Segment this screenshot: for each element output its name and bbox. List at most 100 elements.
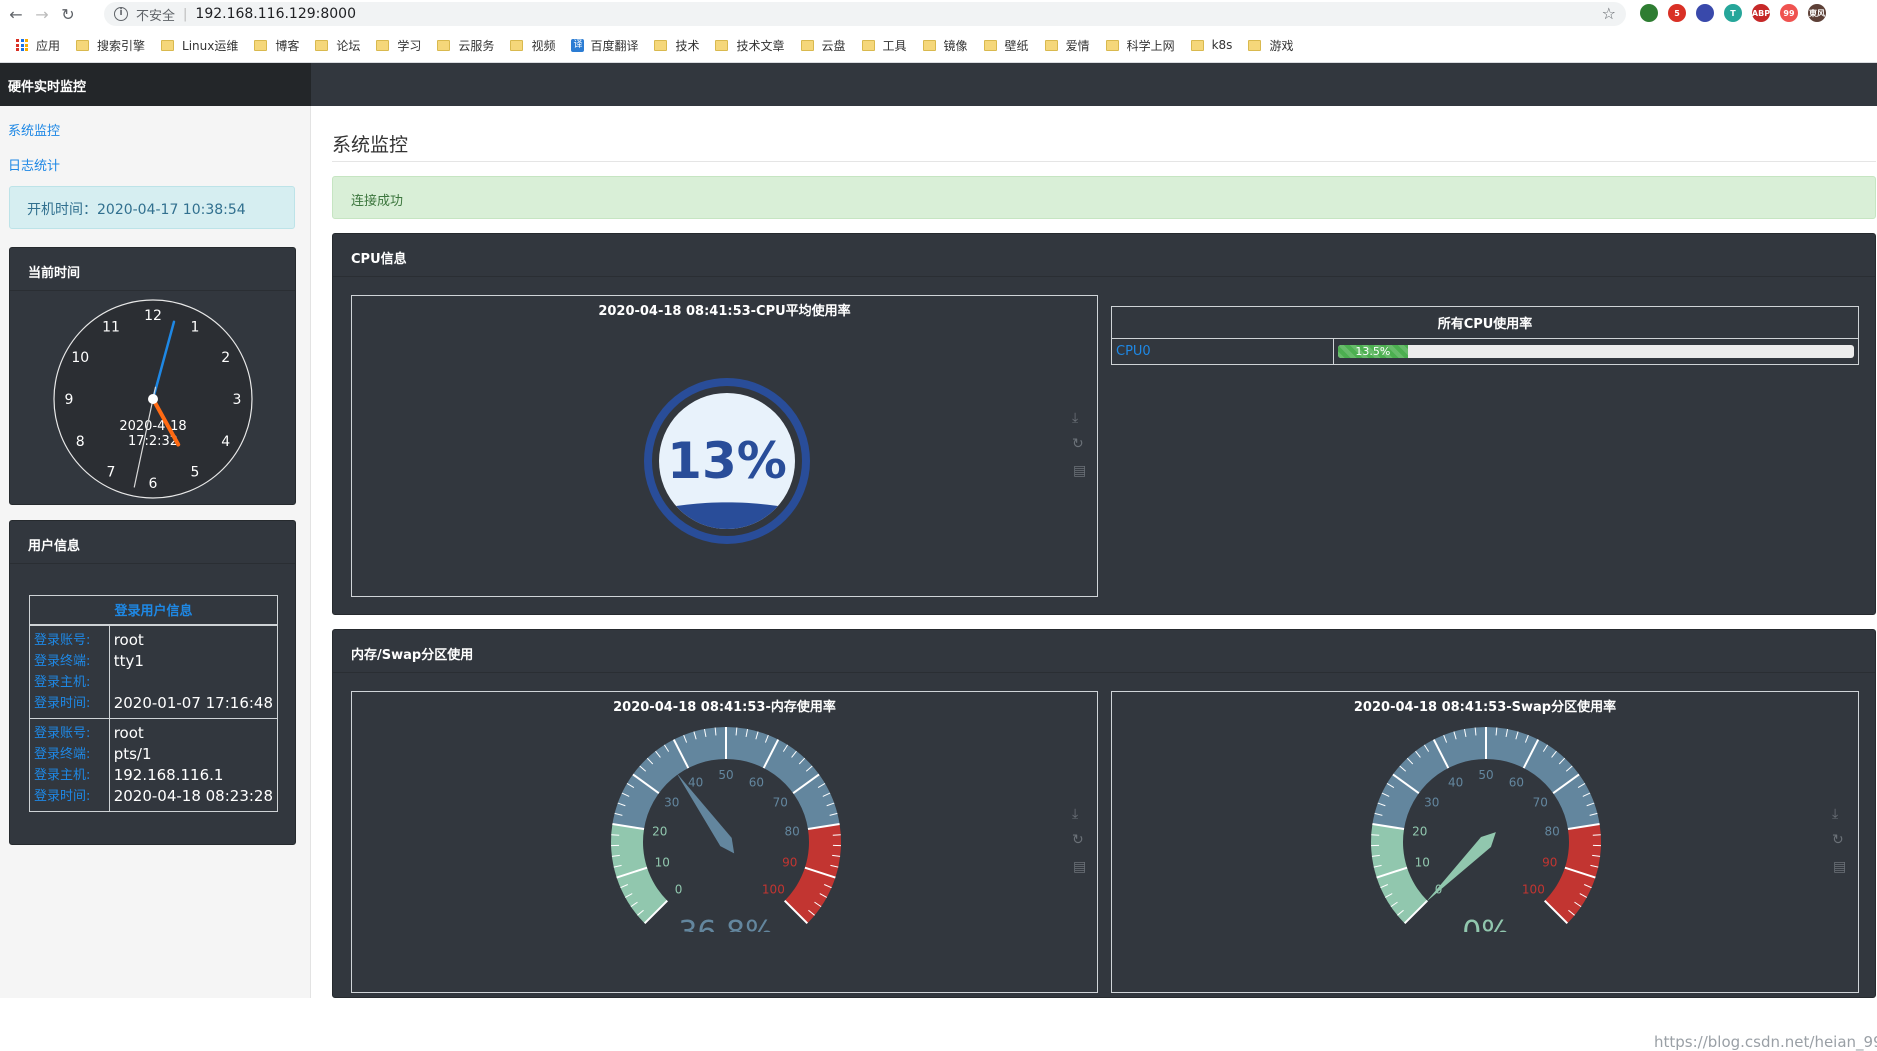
profile-avatar-icon[interactable]: 東风 — [1808, 4, 1826, 22]
bookmark-item[interactable]: 云服务 — [429, 33, 502, 57]
user-key-label: 登录时间: — [34, 693, 105, 714]
adblock-ext-icon[interactable]: ABP — [1752, 4, 1770, 22]
bookmarks-bar: 应用 搜索引擎 Linux运维博客论坛 学习云服务视频译百度翻译技术技术文章云盘 工具镜… — [0, 28, 1877, 63]
bookmark-item[interactable]: 学习 — [368, 33, 429, 57]
bookmark-item[interactable]: 壁纸 — [976, 33, 1037, 57]
bookmark-item[interactable]: 应用 — [8, 33, 68, 57]
clock-number: 11 — [102, 319, 120, 335]
clock-number: 8 — [76, 434, 85, 450]
swap-gauge-tick-label: 100 — [1522, 882, 1545, 896]
data-view-icon[interactable]: ▤ — [1073, 859, 1086, 875]
bookmark-item[interactable]: 工具 — [854, 33, 915, 57]
bookmark-item[interactable]: 镜像 — [915, 33, 976, 57]
clock-number: 7 — [107, 465, 116, 481]
download-icon[interactable]: ⤓ — [1072, 806, 1078, 822]
bookmark-item[interactable]: 视频 — [502, 33, 563, 57]
memory-gauge-tick-label: 100 — [762, 882, 785, 896]
user-key-label: 登录主机: — [34, 765, 105, 786]
bookmark-label: 搜索引擎 — [97, 37, 145, 54]
clock-number: 9 — [65, 392, 74, 408]
cpu-core-name[interactable]: CPU0 — [1112, 339, 1334, 365]
folder-icon — [1106, 40, 1119, 51]
folder-icon — [315, 40, 328, 51]
address-separator: | — [183, 7, 187, 22]
bookmark-label: 工具 — [883, 37, 907, 54]
chrome-ext-icon[interactable] — [1640, 4, 1658, 22]
address-bar[interactable]: i 不安全 | 192.168.116.129:8000 ☆ — [104, 2, 1626, 26]
bookmark-item[interactable]: 游戏 — [1240, 33, 1301, 57]
nav-system-monitor[interactable]: 系统监控 — [0, 114, 310, 149]
refresh-icon[interactable]: ↻ — [1072, 436, 1084, 452]
user-keys-cell: 登录账号:登录终端:登录主机:登录时间: — [30, 625, 110, 719]
memory-gauge-tick-label: 40 — [688, 775, 703, 789]
info-icon[interactable]: i — [114, 7, 128, 21]
swap-gauge-tick-label: 30 — [1424, 796, 1439, 810]
cpu-avg-chart-title: 2020-04-18 08:41:53-CPU平均使用率 — [352, 300, 1097, 319]
user-time-value: 2020-04-18 08:23:28 — [114, 786, 273, 807]
swap-gauge-tick — [1371, 835, 1379, 836]
bookmark-item[interactable]: 云盘 — [793, 33, 854, 57]
cpu-panel: CPU信息 2020-04-18 08:41:53-CPU平均使用率 13% ⤓… — [332, 233, 1876, 615]
memory-chart-title: 2020-04-18 08:41:53-内存使用率 — [352, 696, 1097, 715]
bookmark-item[interactable]: 博客 — [246, 33, 307, 57]
folder-icon — [923, 40, 936, 51]
bookmark-item[interactable]: 爱情 — [1037, 33, 1098, 57]
bookmark-star-icon[interactable]: ☆ — [1602, 4, 1616, 23]
bookmark-item[interactable]: 技术 — [646, 33, 707, 57]
download-icon[interactable]: ⤓ — [1832, 806, 1838, 822]
refresh-icon[interactable]: ↻ — [1072, 832, 1084, 848]
feather-ext-icon[interactable] — [1696, 4, 1714, 22]
cpu-liquid-gauge: 13% — [642, 376, 812, 546]
bookmark-label: k8s — [1212, 38, 1233, 52]
nav-log-stats[interactable]: 日志统计 — [0, 149, 310, 184]
bookmark-item[interactable]: k8s — [1183, 33, 1241, 57]
user-host-value: 192.168.116.1 — [114, 765, 273, 786]
connection-alert: 连接成功 — [332, 176, 1876, 219]
memory-gauge-value: 36.8% — [678, 915, 773, 932]
forward-icon[interactable]: → — [32, 4, 52, 24]
translate-ext-icon[interactable]: T — [1724, 4, 1742, 22]
bookmark-label: 爱情 — [1066, 37, 1090, 54]
url-text[interactable]: 192.168.116.129:8000 — [195, 6, 356, 22]
memory-gauge-tick-label: 90 — [782, 856, 797, 870]
download-icon[interactable]: ⤓ — [1072, 410, 1078, 426]
bookmark-item[interactable]: Linux运维 — [153, 33, 246, 57]
extension-icons: 5 T ABP 99 東风 — [1640, 4, 1826, 22]
bookmark-label: 学习 — [397, 37, 421, 54]
bookmark-item[interactable]: 技术文章 — [707, 33, 792, 57]
app-brand[interactable]: 硬件实时监控 — [0, 63, 311, 106]
clock-number: 5 — [191, 465, 200, 481]
swap-gauge-tick-label: 60 — [1509, 775, 1524, 789]
clock-number: 6 — [149, 476, 158, 492]
bookmark-label: 游戏 — [1269, 37, 1293, 54]
data-view-icon[interactable]: ▤ — [1833, 859, 1846, 875]
bookmark-item[interactable]: 搜索引擎 — [68, 33, 153, 57]
reload-icon[interactable]: ↻ — [58, 4, 78, 24]
refresh-icon[interactable]: ↻ — [1832, 832, 1844, 848]
swap-gauge-tick-label: 10 — [1415, 856, 1430, 870]
user-time-value: 2020-01-07 17:16:48 — [114, 693, 273, 714]
translate-icon: 译 — [571, 39, 584, 52]
data-view-icon[interactable]: ▤ — [1073, 463, 1086, 479]
bookmark-item[interactable]: 科学上网 — [1098, 33, 1183, 57]
mail-ext-icon[interactable]: 5 — [1668, 4, 1686, 22]
user-account-value: root — [114, 630, 273, 651]
user-account-value: root — [114, 723, 273, 744]
notes-ext-icon[interactable]: 99 — [1780, 4, 1798, 22]
user-key-label: 登录主机: — [34, 672, 105, 693]
bookmark-item[interactable]: 论坛 — [307, 33, 368, 57]
memory-gauge-tick-label: 20 — [652, 825, 667, 839]
folder-icon — [76, 40, 89, 51]
bookmark-label: Linux运维 — [182, 37, 238, 54]
memory-panel-title: 内存/Swap分区使用 — [333, 630, 1875, 673]
main-content: 系统监控 连接成功 CPU信息 2020-04-18 08:41:53-CPU平… — [312, 106, 1877, 998]
bookmark-item[interactable]: 译百度翻译 — [563, 33, 646, 57]
back-icon[interactable]: ← — [6, 4, 26, 24]
swap-usage-chart: 2020-04-18 08:41:53-Swap分区使用率 0102030405… — [1111, 691, 1859, 993]
swap-gauge-tick-label: 90 — [1542, 856, 1557, 870]
cpu-panel-title: CPU信息 — [333, 234, 1875, 277]
